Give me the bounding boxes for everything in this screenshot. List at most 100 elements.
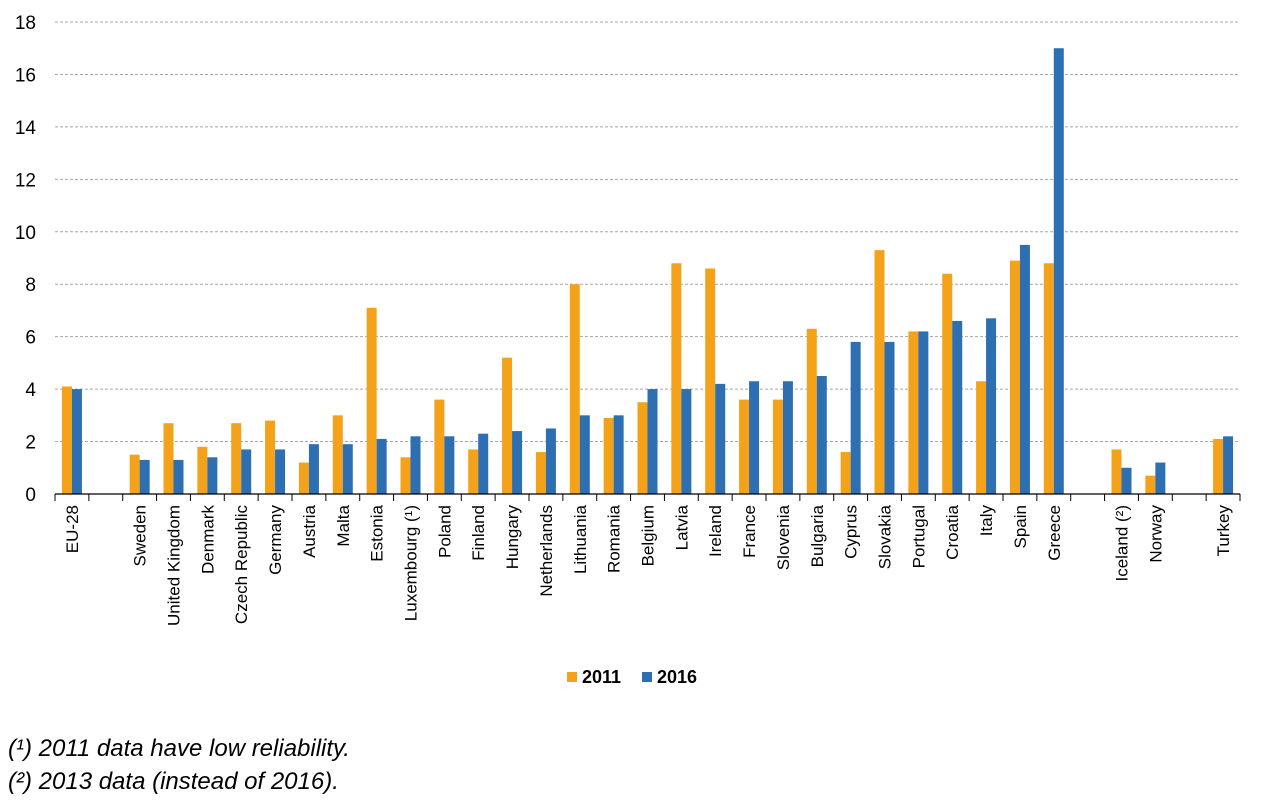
x-tick-label: Netherlands [537,505,556,597]
bar-2016 [207,457,218,494]
x-tick-label: Poland [435,505,454,558]
bar-2011 [772,399,783,494]
x-tick-label: Lithuania [571,504,590,574]
bar-2011 [942,273,953,494]
bar-2011 [1043,263,1054,494]
bar-2016 [173,459,184,494]
bar-2011 [908,331,919,494]
bar-2011 [671,263,682,494]
bar-2011 [163,423,174,494]
bar-2016 [275,449,286,494]
legend-swatch-2011 [567,672,577,682]
bar-2011 [332,415,343,494]
bar-2011 [298,462,309,494]
bar-2016 [1019,244,1030,494]
bar-2011 [366,307,377,494]
bar-2016 [681,389,692,494]
x-tick-label: Spain [1011,505,1030,548]
bar-2016 [342,444,353,494]
bar-2011 [1111,449,1122,494]
x-tick-label: Germany [266,505,285,575]
footnote-2013-data: (²) 2013 data (instead of 2016). [8,768,339,795]
bar-2016 [241,449,252,494]
x-tick-label: Sweden [131,505,150,566]
bar-2016 [579,415,590,494]
x-tick-label: Belgium [639,505,658,566]
bar-2016 [613,415,624,494]
bar-2011 [535,452,546,494]
footnote-low-reliability: (¹) 2011 data have low reliability. [8,735,350,762]
bar-2016 [782,381,793,494]
bar-2011 [197,446,208,494]
y-tick-label: 6 [25,328,36,349]
bar-2011 [231,423,242,494]
bar-2016 [749,381,760,494]
x-tick-label: Denmark [198,505,217,574]
bar-2016 [308,444,319,494]
bar-2011 [569,284,580,494]
bar-2011 [637,402,648,494]
bar-2016 [1121,467,1132,494]
x-tick-label: Iceland (²) [1113,505,1132,582]
bar-2016 [816,376,827,494]
bar-chart: 0 2 4 6 8 10 12 14 16 18 EU-28 Sweden United Kingdom… [15,13,1241,687]
y-tick-label: 2 [25,433,36,454]
bar-2011 [61,386,72,494]
bar-2016 [918,331,929,494]
x-tick-label: Austria [300,504,319,557]
x-tick-label: Turkey [1214,505,1233,557]
x-tick-label: Bulgaria [808,504,827,567]
x-tick-label: Hungary [503,505,522,570]
y-tick-label: 16 [15,65,36,86]
bar-2011 [1145,475,1156,494]
x-tick-label: Croatia [943,504,962,559]
bar-2016 [1155,462,1166,494]
bar-2016 [545,428,556,494]
x-tick-label: Slovenia [774,504,793,570]
bar-2011 [434,399,445,494]
bar-2011 [502,357,513,494]
bar-2016 [410,436,421,494]
x-tick-label: France [740,505,759,558]
y-tick-label: 0 [25,485,36,506]
bar-2016 [478,433,489,494]
x-tick-label: Greece [1045,505,1064,561]
bar-2011 [129,454,140,494]
bar-2016 [850,341,861,494]
x-tick-label: EU-28 [63,505,82,553]
x-tick-label: Finland [469,505,488,561]
x-tick-label: Czech Republic [232,505,251,625]
bar-2016 [884,341,895,494]
y-tick-label: 8 [25,275,36,296]
bar-2016 [986,318,997,494]
y-tick-label: 14 [15,118,37,139]
x-tick-label: Portugal [909,505,928,568]
bar-2016 [1053,48,1064,494]
x-tick-label: Italy [977,505,996,537]
x-tick-label: Romania [605,504,624,573]
bar-2011 [739,399,750,494]
x-tick-label: Cyprus [842,505,861,559]
y-tick-label: 4 [25,380,36,401]
bar-2016 [647,389,658,494]
bar-2016 [139,459,150,494]
x-tick-label: Norway [1146,505,1165,563]
bar-2016 [1223,436,1234,494]
x-tick-label: Estonia [368,504,387,561]
bar-2011 [1213,438,1224,494]
x-tick-label: Ireland [706,505,725,557]
bar-2011 [976,381,987,494]
bar-2011 [603,417,614,494]
bar-2011 [265,420,276,494]
y-tick-label: 12 [15,170,36,191]
legend-label-2016: 2016 [657,667,697,687]
bar-2011 [705,268,716,494]
x-tick-label: Latvia [672,504,691,550]
bar-2011 [468,449,479,494]
y-tick-label: 10 [15,223,36,244]
bar-2011 [874,250,885,494]
x-tick-label: Slovakia [876,504,895,569]
bar-2016 [512,431,523,494]
bar-2016 [952,320,963,494]
x-tick-label: Malta [334,504,353,546]
